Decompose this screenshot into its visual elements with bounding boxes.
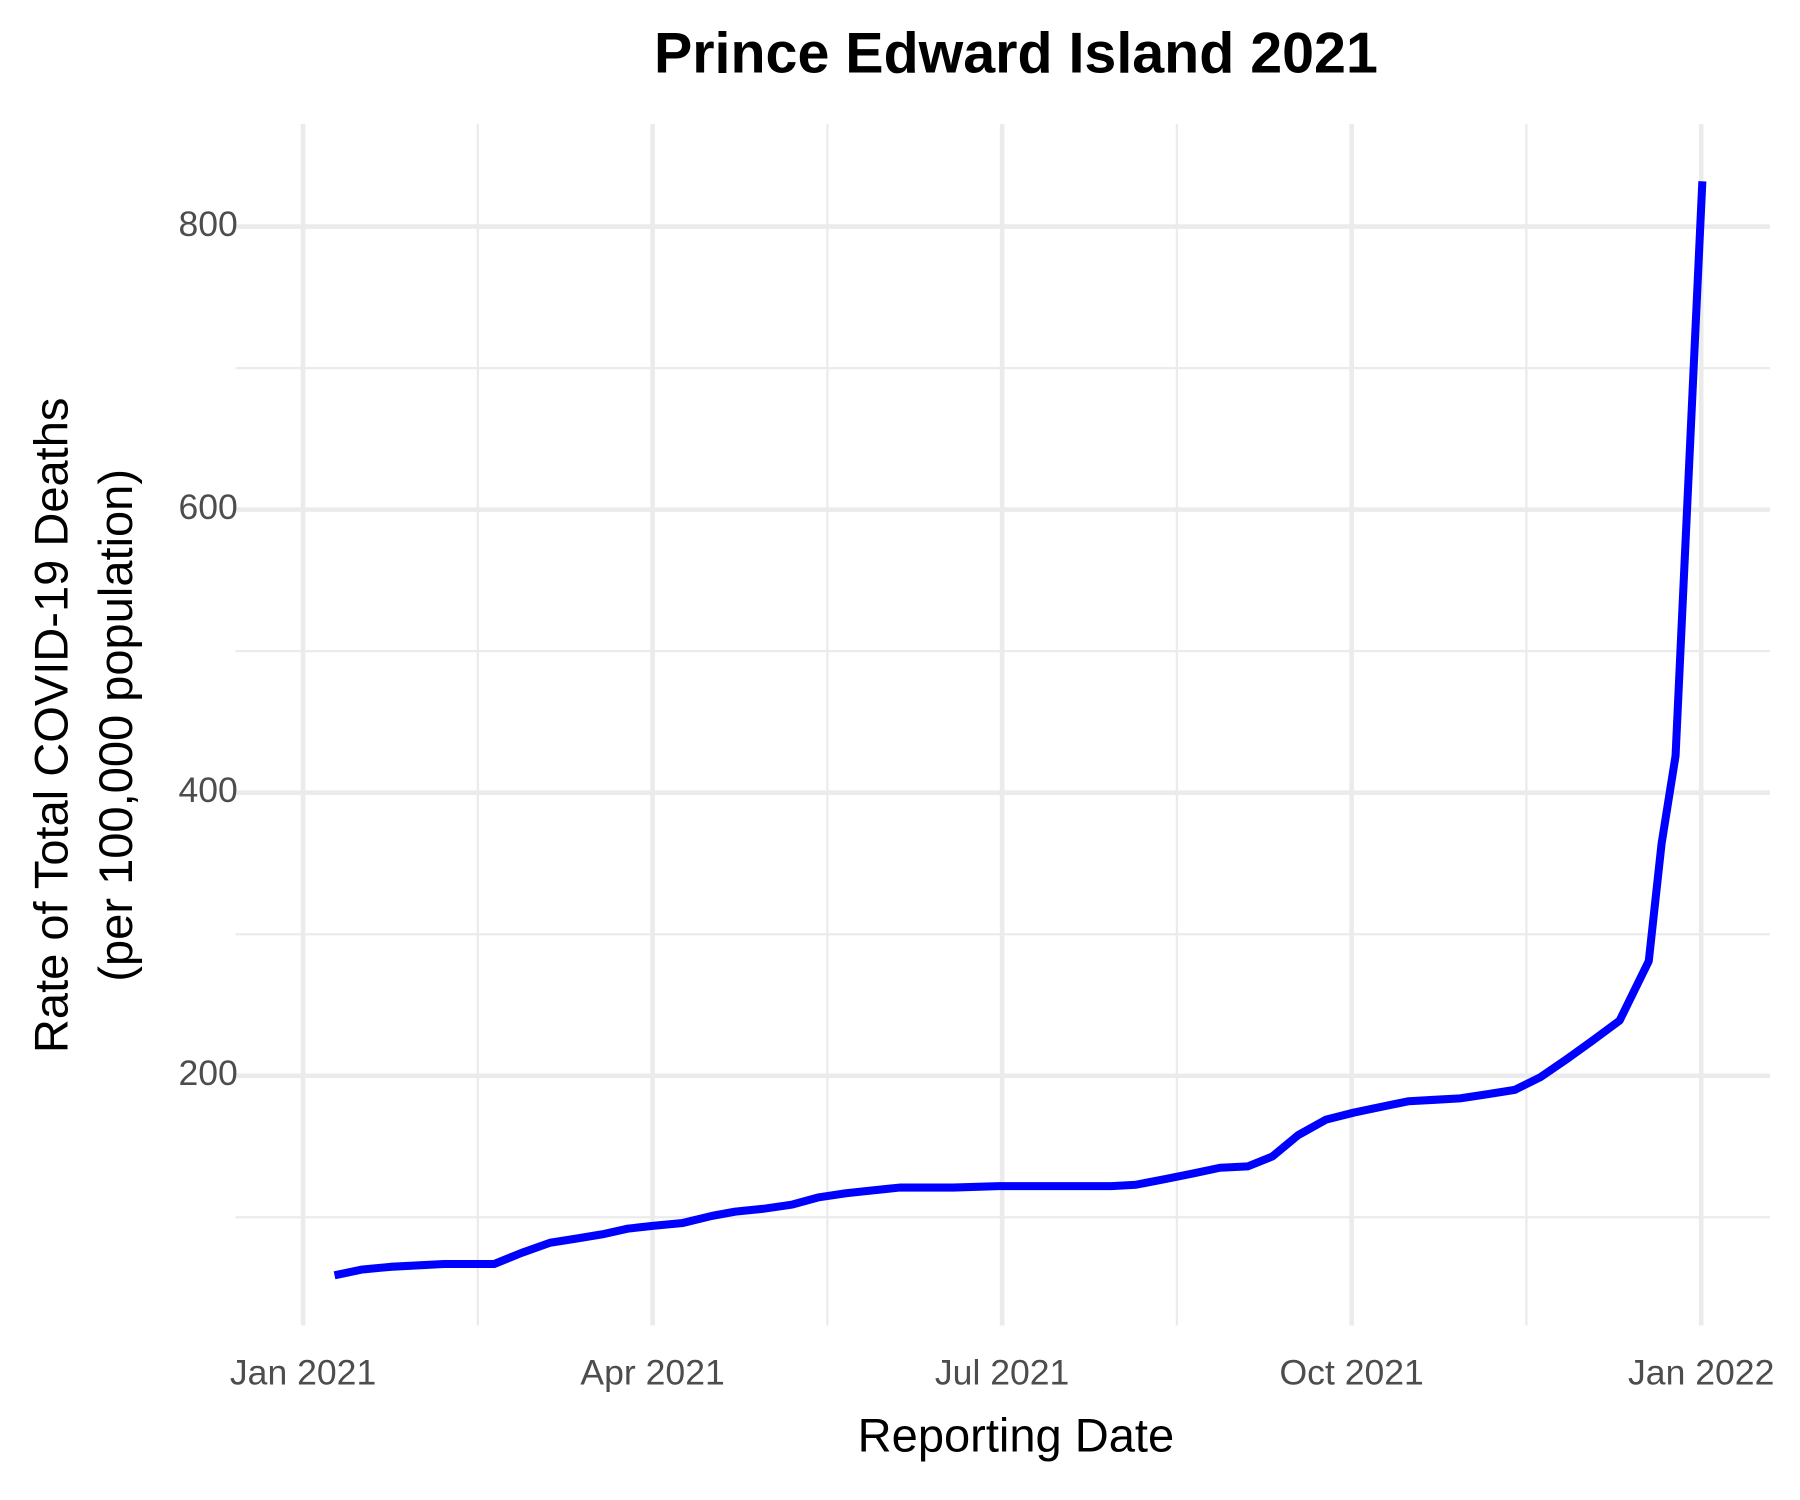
y-axis-title-line: (per 100,000 population) [89,469,142,982]
y-tick-label: 600 [178,487,237,527]
x-tick-label: Apr 2021 [580,1352,724,1392]
y-tick-label: 200 [178,1053,237,1093]
x-tick-label: Jan 2021 [230,1352,376,1392]
y-axis-title: Rate of Total COVID-19 Deaths (per 100,0… [25,398,142,1054]
x-axis-title: Reporting Date [858,1409,1174,1462]
x-tick-label: Jan 2022 [1628,1352,1774,1392]
x-tick-label: Jul 2021 [935,1352,1069,1392]
y-axis-title-line: Rate of Total COVID-19 Deaths [25,398,78,1054]
y-tick-label: 400 [178,770,237,810]
data-line [333,181,1707,1280]
x-tick-label: Oct 2021 [1279,1352,1423,1392]
chart-title: Prince Edward Island 2021 [654,22,1378,86]
y-tick-label: 800 [178,204,237,244]
